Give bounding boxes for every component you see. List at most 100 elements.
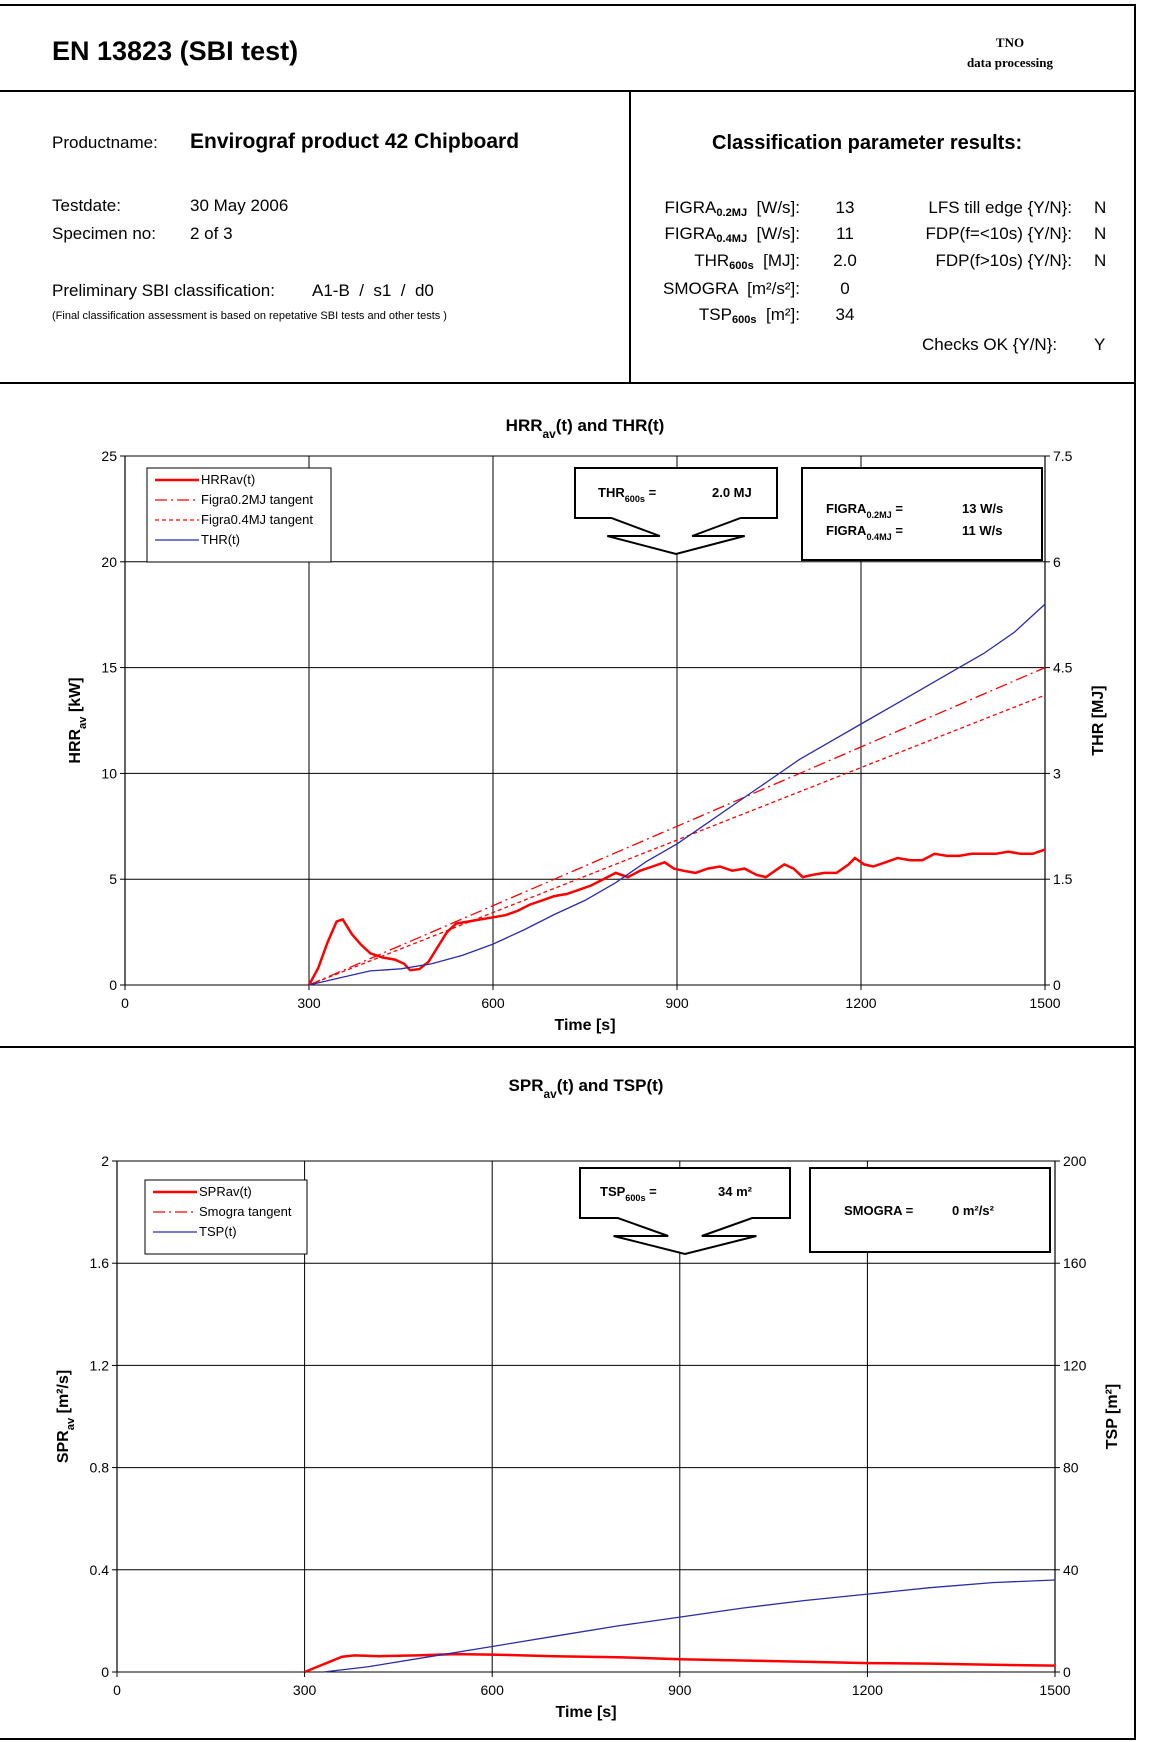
param-value: 13 [835, 198, 855, 217]
frame-right [1134, 4, 1136, 1740]
prelim-class-value: A1-B / s1 / d0 [312, 281, 434, 300]
param-name: SMOGRA [663, 279, 738, 298]
figra-callout [801, 467, 1043, 561]
y2-tick-label: 120 [1063, 1357, 1087, 1373]
param-value: 34 [835, 305, 855, 324]
series-line-0 [307, 848, 1046, 986]
x-tick-label: 300 [293, 1682, 317, 1698]
y2-tick-label: 80 [1063, 1460, 1079, 1476]
thr-callout-value: 2.0 MJ [712, 485, 752, 500]
param-unit: [m²/s²]: [737, 279, 800, 298]
x-tick-label: 600 [481, 1682, 505, 1698]
y2-tick-label: 40 [1063, 1562, 1079, 1578]
frame-bottom [0, 1738, 1136, 1740]
x-axis-label: Time [s] [555, 1704, 616, 1721]
param-subscript: 0.2MJ [716, 207, 748, 219]
hrr-thr-chart: HRRav(t) and THR(t)0 05 1.510 315 4.520 625 7.… [67, 416, 1107, 1034]
org-line-2: data processing [966, 55, 1054, 70]
y-tick-label: 15 [101, 660, 117, 676]
tsp-callout-label: TSP600s = [600, 1184, 657, 1203]
check-label: FDP(f>10s) {Y/N}: [935, 251, 1072, 270]
legend-label: TSP(t) [199, 1224, 237, 1239]
x-tick-label: 900 [668, 1682, 692, 1698]
x-tick-label: 0 [113, 1682, 121, 1698]
check-value: N [1094, 224, 1107, 243]
testdate-label: Testdate: [52, 196, 121, 215]
y-tick-label: 0.4 [90, 1562, 110, 1578]
param-subscript: 600s [731, 314, 757, 326]
param-label: FIGRA0.4MJ [W/s]: [596, 224, 800, 245]
y-tick-label: 1.6 [90, 1255, 110, 1271]
classification-note: (Final classification assessment is base… [52, 310, 447, 322]
chart-divider [0, 1046, 1136, 1048]
product-name: Envirograf product 42 Chipboard [190, 130, 520, 153]
y-tick-label: 25 [101, 448, 117, 464]
x-tick-label: 900 [665, 995, 689, 1011]
y2-axis-label: THR [MJ] [1090, 685, 1107, 755]
legend-label: Smogra tangent [199, 1204, 292, 1219]
info-bottom-divider [0, 382, 1136, 384]
figra-callout-label: FIGRA0.4MJ = [826, 523, 903, 542]
param-name: TSP [698, 305, 732, 324]
productname-label: Productname: [52, 133, 158, 152]
y2-tick-label: 7.5 [1053, 448, 1073, 464]
chart-title: HRRav(t) and THR(t) [506, 416, 665, 441]
check-label: LFS till edge {Y/N}: [928, 198, 1072, 217]
x-axis-label: Time [s] [554, 1017, 615, 1034]
org-line-1: TNO [995, 35, 1025, 50]
param-label: TSP600s [m²]: [596, 305, 800, 326]
x-tick-label: 1500 [1029, 995, 1060, 1011]
param-unit: [m²]: [756, 305, 800, 324]
param-subscript: 600s [729, 260, 754, 272]
param-value: 11 [836, 224, 854, 243]
thr-callout-label: THR600s = [598, 485, 657, 504]
figra-callout-label: FIGRA0.2MJ = [826, 501, 903, 520]
param-unit: [MJ]: [753, 251, 800, 270]
specimen-label: Specimen no: [52, 224, 156, 243]
param-label: SMOGRA [m²/s²]: [596, 279, 800, 299]
x-tick-label: 1200 [852, 1682, 883, 1698]
x-tick-label: 1200 [845, 995, 876, 1011]
results-title: Classification parameter results: [712, 132, 1023, 154]
y2-tick-label: 3 [1053, 765, 1061, 781]
legend-label: Figra0.2MJ tangent [201, 492, 313, 507]
param-unit: [W/s]: [747, 224, 800, 243]
param-value: 0 [840, 279, 850, 298]
smogra-callout-label: SMOGRA = [844, 1203, 914, 1218]
smogra-callout [809, 1167, 1051, 1253]
checks-ok-value: Y [1094, 335, 1106, 354]
y-tick-label: 20 [101, 554, 117, 570]
legend-label: SPRav(t) [199, 1184, 252, 1199]
y-tick-label: 2 [101, 1153, 109, 1169]
testdate-value: 30 May 2006 [190, 196, 289, 215]
header-divider [0, 90, 1136, 92]
param-label: THR600s [MJ]: [596, 251, 800, 272]
legend-box [146, 467, 332, 563]
param-label: FIGRA0.2MJ [W/s]: [596, 198, 800, 219]
specimen-value: 2 of 3 [190, 224, 233, 243]
param-subscript: 0.4MJ [716, 233, 748, 245]
thr-callout [574, 467, 778, 556]
param-name: FIGRA [664, 198, 717, 217]
x-tick-label: 0 [121, 995, 129, 1011]
series-line-2 [308, 694, 1046, 986]
figra-callout-value: 13 W/s [962, 501, 1003, 516]
chart-title: SPRav(t) and TSP(t) [509, 1076, 664, 1101]
series-line-1 [308, 667, 1046, 986]
page-title: EN 13823 (SBI test) [52, 36, 299, 66]
param-name: FIGRA [664, 224, 717, 243]
y-tick-label: 0 [101, 1664, 109, 1680]
series-line-2 [323, 1579, 1056, 1673]
y-tick-label: 0.8 [90, 1460, 110, 1476]
y-tick-label: 0 [109, 977, 117, 993]
legend-label: HRRav(t) [201, 472, 255, 487]
x-tick-label: 300 [297, 995, 321, 1011]
y-tick-label: 1.2 [90, 1357, 110, 1373]
legend-label: THR(t) [201, 532, 240, 547]
x-tick-label: 1500 [1039, 1682, 1070, 1698]
series-line-3 [308, 603, 1046, 986]
y-tick-label: 5 [109, 871, 117, 887]
smogra-callout-value: 0 m²/s² [952, 1203, 995, 1218]
tsp-callout [579, 1167, 791, 1256]
legend-label: Figra0.4MJ tangent [201, 512, 313, 527]
